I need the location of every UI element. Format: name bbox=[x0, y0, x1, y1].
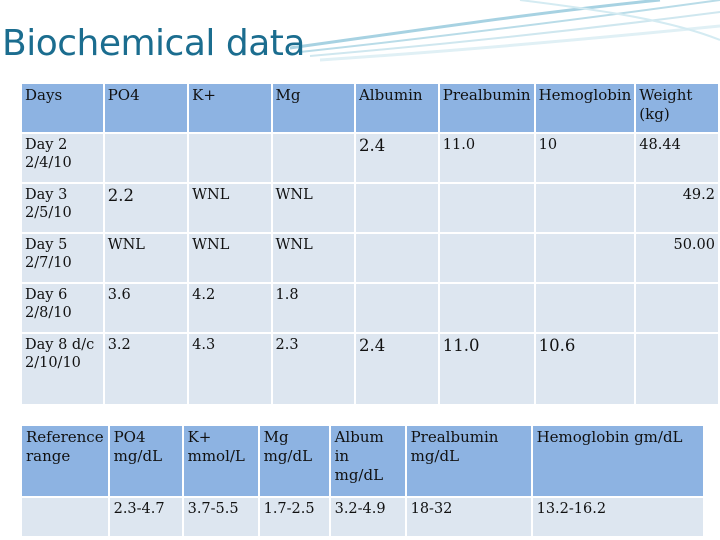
cell-weight bbox=[636, 284, 718, 332]
cell-po4 bbox=[104, 134, 188, 182]
ref-cell-po4: 2.3-4.7 bbox=[109, 498, 182, 536]
cell-day: Day 6 2/8/10 bbox=[22, 284, 103, 332]
cell-k: 4.3 bbox=[189, 334, 271, 404]
cell-mg: WNL bbox=[272, 234, 354, 282]
table-header-row: Days PO4 K+ Mg Albumin Prealbumin Hemogl… bbox=[22, 84, 718, 132]
table-row: Day 2 2/4/10 2.4 11.0 10 48.44 bbox=[22, 134, 718, 182]
cell-prealbumin: 11.0 bbox=[439, 334, 534, 404]
ref-header-mg: Mg mg/dL bbox=[259, 426, 329, 496]
header-k: K+ bbox=[189, 84, 271, 132]
cell-albumin: 2.4 bbox=[355, 334, 438, 404]
header-albumin: Albumin bbox=[355, 84, 438, 132]
cell-hemoglobin: 10.6 bbox=[535, 334, 635, 404]
cell-mg: 2.3 bbox=[272, 334, 354, 404]
header-prealbumin: Prealbumin bbox=[439, 84, 534, 132]
cell-day: Day 3 2/5/10 bbox=[22, 184, 103, 232]
cell-po4: 3.2 bbox=[104, 334, 188, 404]
cell-albumin bbox=[355, 234, 438, 282]
cell-day: Day 8 d/c 2/10/10 bbox=[22, 334, 103, 404]
ref-cell-k: 3.7-5.5 bbox=[183, 498, 258, 536]
table-row: Day 3 2/5/10 2.2 WNL WNL 49.2 bbox=[22, 184, 718, 232]
cell-prealbumin bbox=[439, 234, 534, 282]
cell-weight: 49.2 bbox=[636, 184, 718, 232]
cell-k: 4.2 bbox=[189, 284, 271, 332]
cell-weight: 50.00 bbox=[636, 234, 718, 282]
cell-hemoglobin bbox=[535, 284, 635, 332]
ref-cell-range bbox=[22, 498, 108, 536]
page-title: Biochemical data bbox=[2, 23, 305, 64]
ref-cell-mg: 1.7-2.5 bbox=[259, 498, 329, 536]
header-days: Days bbox=[22, 84, 103, 132]
ref-header-po4: PO4 mg/dL bbox=[109, 426, 182, 496]
ref-cell-hemoglobin: 13.2-16.2 bbox=[532, 498, 703, 536]
reference-range-table: Reference range PO4 mg/dL K+ mmol/L Mg m… bbox=[20, 424, 705, 538]
cell-po4: WNL bbox=[104, 234, 188, 282]
header-po4: PO4 bbox=[104, 84, 188, 132]
cell-mg: WNL bbox=[272, 184, 354, 232]
cell-po4: 3.6 bbox=[104, 284, 188, 332]
reference-values-row: 2.3-4.7 3.7-5.5 1.7-2.5 3.2-4.9 18-32 13… bbox=[22, 498, 703, 536]
table-row: Day 5 2/7/10 WNL WNL WNL 50.00 bbox=[22, 234, 718, 282]
header-hemoglobin: Hemoglobin bbox=[535, 84, 635, 132]
cell-weight bbox=[636, 334, 718, 404]
header-mg: Mg bbox=[272, 84, 354, 132]
cell-k: WNL bbox=[189, 234, 271, 282]
biochemical-data-table: Days PO4 K+ Mg Albumin Prealbumin Hemogl… bbox=[20, 82, 720, 406]
ref-header-range: Reference range bbox=[22, 426, 108, 496]
cell-po4: 2.2 bbox=[104, 184, 188, 232]
ref-header-hemoglobin: Hemoglobin gm/dL bbox=[532, 426, 703, 496]
decorative-swoosh bbox=[289, 0, 720, 62]
ref-cell-prealbumin: 18-32 bbox=[406, 498, 531, 536]
table-row: Day 6 2/8/10 3.6 4.2 1.8 bbox=[22, 284, 718, 332]
cell-weight: 48.44 bbox=[636, 134, 718, 182]
cell-hemoglobin bbox=[535, 234, 635, 282]
reference-header-row: Reference range PO4 mg/dL K+ mmol/L Mg m… bbox=[22, 426, 703, 496]
cell-mg: 1.8 bbox=[272, 284, 354, 332]
cell-prealbumin bbox=[439, 284, 534, 332]
cell-day: Day 2 2/4/10 bbox=[22, 134, 103, 182]
cell-albumin bbox=[355, 184, 438, 232]
ref-header-k: K+ mmol/L bbox=[183, 426, 258, 496]
table-row: Day 8 d/c 2/10/10 3.2 4.3 2.3 2.4 11.0 1… bbox=[22, 334, 718, 404]
ref-header-prealbumin: Prealbumin mg/dL bbox=[406, 426, 531, 496]
cell-day: Day 5 2/7/10 bbox=[22, 234, 103, 282]
cell-hemoglobin bbox=[535, 184, 635, 232]
cell-k bbox=[189, 134, 271, 182]
cell-k: WNL bbox=[189, 184, 271, 232]
ref-header-albumin: Album in mg/dL bbox=[330, 426, 405, 496]
cell-albumin: 2.4 bbox=[355, 134, 438, 182]
cell-mg bbox=[272, 134, 354, 182]
cell-prealbumin bbox=[439, 184, 534, 232]
cell-prealbumin: 11.0 bbox=[439, 134, 534, 182]
header-weight: Weight (kg) bbox=[636, 84, 718, 132]
ref-cell-albumin: 3.2-4.9 bbox=[330, 498, 405, 536]
cell-hemoglobin: 10 bbox=[535, 134, 635, 182]
cell-albumin bbox=[355, 284, 438, 332]
